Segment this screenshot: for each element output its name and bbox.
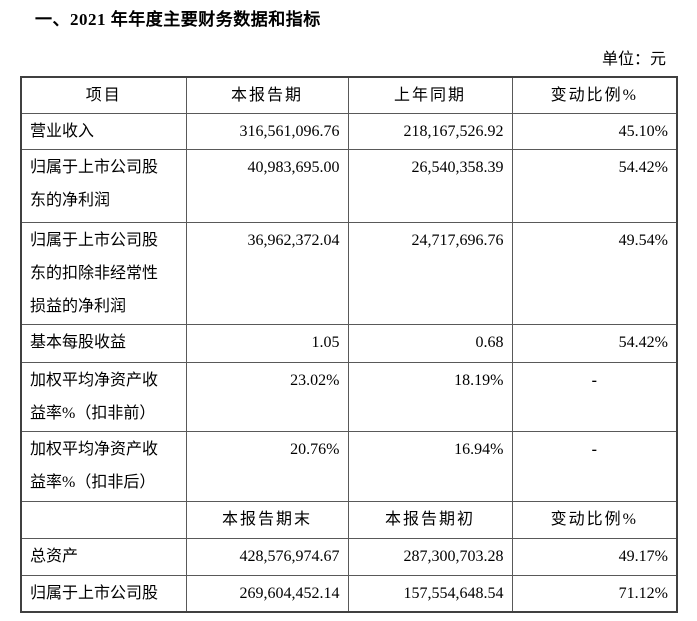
table-row: 归属于上市公司股 269,604,452.14 157,554,648.54 7… bbox=[20, 575, 678, 613]
value-current: 20.76% bbox=[185, 431, 349, 502]
value-change: 49.54% bbox=[511, 222, 678, 325]
row-label: 加权平均净资产收 益率%（扣非前） bbox=[20, 362, 187, 432]
table-row: 加权平均净资产收 益率%（扣非后） 20.76% 16.94% - bbox=[20, 431, 678, 502]
col-header-current-period: 本报告期 bbox=[185, 76, 349, 114]
financial-indicators-table: 项目 本报告期 上年同期 变动比例% 营业收入 316,561,096.76 2… bbox=[20, 76, 678, 613]
value-prior: 16.94% bbox=[347, 431, 513, 502]
value-prior: 0.68 bbox=[347, 324, 513, 363]
value-change: 71.12% bbox=[511, 575, 678, 613]
value-current: 428,576,974.67 bbox=[185, 538, 349, 576]
value-change: - bbox=[511, 431, 678, 502]
value-current: 269,604,452.14 bbox=[185, 575, 349, 613]
row-label: 归属于上市公司股 bbox=[20, 575, 187, 613]
value-current: 23.02% bbox=[185, 362, 349, 432]
table-row: 归属于上市公司股 东的扣除非经常性 损益的净利润 36,962,372.04 2… bbox=[20, 222, 678, 325]
value-current: 316,561,096.76 bbox=[185, 113, 349, 150]
row-label: 营业收入 bbox=[20, 113, 187, 150]
col-header-period-start: 本报告期初 bbox=[347, 501, 513, 539]
value-prior: 218,167,526.92 bbox=[347, 113, 513, 150]
col-header-change-ratio: 变动比例% bbox=[511, 501, 678, 539]
value-prior: 157,554,648.54 bbox=[347, 575, 513, 613]
table-row: 归属于上市公司股 东的净利润 40,983,695.00 26,540,358.… bbox=[20, 149, 678, 223]
value-change: 54.42% bbox=[511, 324, 678, 363]
value-prior: 26,540,358.39 bbox=[347, 149, 513, 223]
col-header-prior-period: 上年同期 bbox=[347, 76, 513, 114]
col-header-period-end: 本报告期末 bbox=[185, 501, 349, 539]
table-header-row: 项目 本报告期 上年同期 变动比例% bbox=[20, 76, 678, 114]
value-current: 40,983,695.00 bbox=[185, 149, 349, 223]
value-current: 1.05 bbox=[185, 324, 349, 363]
table-subheader-row: 本报告期末 本报告期初 变动比例% bbox=[20, 501, 678, 539]
table-row: 营业收入 316,561,096.76 218,167,526.92 45.10… bbox=[20, 113, 678, 150]
value-change: 45.10% bbox=[511, 113, 678, 150]
row-label: 基本每股收益 bbox=[20, 324, 187, 363]
value-prior: 287,300,703.28 bbox=[347, 538, 513, 576]
row-label: 归属于上市公司股 东的扣除非经常性 损益的净利润 bbox=[20, 222, 187, 325]
section-title: 一、2021 年年度主要财务数据和指标 bbox=[35, 10, 321, 29]
value-current: 36,962,372.04 bbox=[185, 222, 349, 325]
row-label: 归属于上市公司股 东的净利润 bbox=[20, 149, 187, 223]
table-row: 基本每股收益 1.05 0.68 54.42% bbox=[20, 324, 678, 363]
table-row: 加权平均净资产收 益率%（扣非前） 23.02% 18.19% - bbox=[20, 362, 678, 432]
row-label: 总资产 bbox=[20, 538, 187, 576]
subheader-empty-cell bbox=[20, 501, 187, 539]
value-prior: 18.19% bbox=[347, 362, 513, 432]
table-row: 总资产 428,576,974.67 287,300,703.28 49.17% bbox=[20, 538, 678, 576]
value-change: 49.17% bbox=[511, 538, 678, 576]
col-header-change-ratio: 变动比例% bbox=[511, 76, 678, 114]
value-change: 54.42% bbox=[511, 149, 678, 223]
value-prior: 24,717,696.76 bbox=[347, 222, 513, 325]
value-change: - bbox=[511, 362, 678, 432]
row-label: 加权平均净资产收 益率%（扣非后） bbox=[20, 431, 187, 502]
col-header-item: 项目 bbox=[20, 76, 187, 114]
unit-label: 单位：元 bbox=[601, 51, 666, 68]
